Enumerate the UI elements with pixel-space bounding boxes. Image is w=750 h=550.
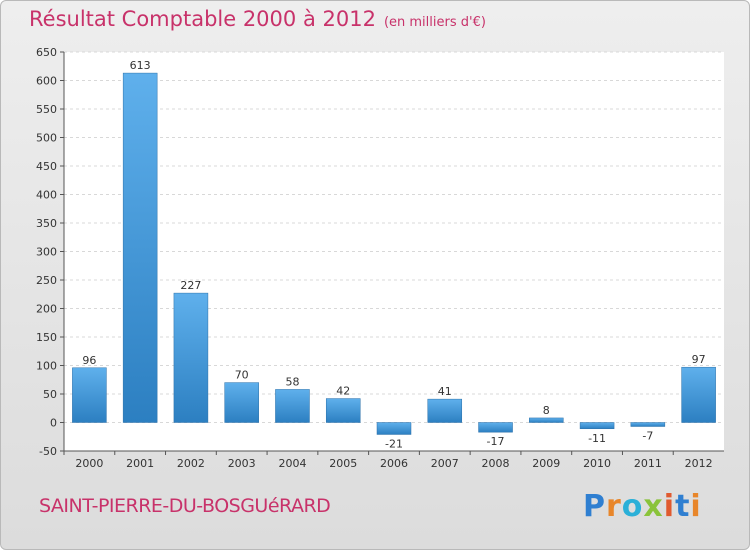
x-tick-label: 2001 <box>126 457 154 470</box>
proxiti-logo: Proxiti <box>583 489 702 524</box>
data-label: 42 <box>336 385 350 398</box>
x-tick-label: 2009 <box>532 457 560 470</box>
bar <box>224 382 259 423</box>
x-tick-label: 2010 <box>583 457 611 470</box>
bar <box>275 389 310 423</box>
bar <box>427 398 463 423</box>
y-tick-label: 600 <box>36 75 57 88</box>
x-tick-label: 2003 <box>228 457 256 470</box>
y-tick-label: 500 <box>36 132 57 145</box>
data-label: -11 <box>588 432 606 445</box>
logo-letter: r <box>606 489 622 524</box>
data-label: 58 <box>285 375 299 388</box>
y-tick-label: 150 <box>36 331 57 344</box>
commune-name: SAINT-PIERRE-DU-BOSGUéRARD <box>39 495 331 517</box>
y-tick-label: 450 <box>36 160 57 173</box>
x-tick-label: 2012 <box>685 457 713 470</box>
x-tick-label: 2007 <box>431 457 459 470</box>
bar <box>376 422 412 435</box>
y-tick-label: -50 <box>39 445 57 458</box>
y-tick-label: 350 <box>36 217 57 230</box>
y-tick-label: 50 <box>43 388 57 401</box>
bar <box>122 72 158 423</box>
data-label: 96 <box>82 354 96 367</box>
data-label: 613 <box>130 59 151 72</box>
bar <box>579 422 615 430</box>
x-tick-label: 2000 <box>75 457 103 470</box>
bar <box>72 367 107 423</box>
data-label: 70 <box>235 369 249 382</box>
bar <box>478 422 513 433</box>
data-label: -7 <box>642 429 653 442</box>
bar <box>325 398 361 423</box>
logo-letter: o <box>621 489 644 524</box>
y-tick-label: 100 <box>36 360 57 373</box>
logo-letter: t <box>675 489 691 524</box>
data-labels: 96 613 227 70 58 42 -21 41 -17 8 -11 -7 97 <box>82 59 705 450</box>
data-label: -21 <box>385 437 403 450</box>
y-tick-label: 550 <box>36 103 57 116</box>
chart-subtitle: (en milliers d'€) <box>383 15 486 30</box>
chart-title: Résultat Comptable 2000 à 2012 (en millie… <box>29 7 486 31</box>
data-label: 227 <box>180 279 201 292</box>
data-label: 8 <box>543 404 550 417</box>
logo-letter: x <box>643 489 664 524</box>
x-tick-label: 2005 <box>329 457 357 470</box>
y-tick-label: 0 <box>50 417 57 430</box>
logo-letter: i <box>663 489 676 524</box>
y-tick-label: 250 <box>36 274 57 287</box>
x-tick-label: 2011 <box>634 457 662 470</box>
data-label: 97 <box>692 353 706 366</box>
data-label: 41 <box>438 385 452 398</box>
chart-title-text: Résultat Comptable 2000 à 2012 <box>29 7 376 31</box>
x-tick-label: 2006 <box>380 457 408 470</box>
x-tick-label: 2004 <box>278 457 306 470</box>
y-tick-label: 650 <box>36 46 57 59</box>
bar <box>173 292 209 423</box>
x-tick-labels: 2000 2001 2002 2003 2004 2005 2006 2007 2008 2009… <box>63 451 713 470</box>
bar <box>529 417 564 423</box>
data-label: -17 <box>487 435 505 448</box>
y-tick-label: 400 <box>36 189 57 202</box>
bar <box>681 366 716 423</box>
y-tick-labels: -50 0 50 100 150 200 250 300 350 400 450 500 550 600 6… <box>36 46 57 458</box>
y-tick-label: 200 <box>36 303 57 316</box>
logo-letter: i <box>690 489 702 524</box>
x-tick-label: 2008 <box>482 457 510 470</box>
axes <box>63 52 724 452</box>
bars <box>72 72 716 435</box>
bar <box>630 422 666 427</box>
logo-letter: P <box>583 489 606 524</box>
x-tick-label: 2002 <box>177 457 205 470</box>
y-tick-label: 300 <box>36 246 57 259</box>
